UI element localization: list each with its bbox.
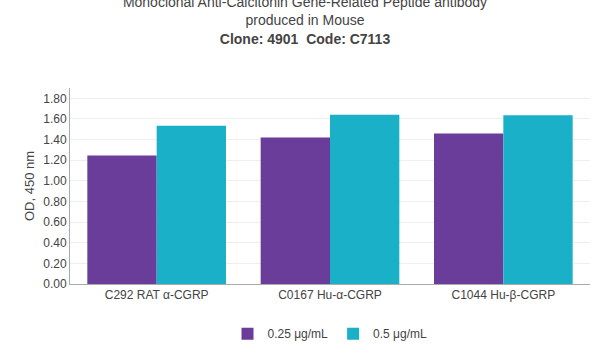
svg-text:0.40: 0.40 [43,236,67,250]
svg-text:1.80: 1.80 [43,92,67,106]
svg-text:0.00: 0.00 [43,277,67,291]
svg-text:1.20: 1.20 [43,153,67,167]
svg-text:0.60: 0.60 [43,215,67,229]
svg-text:C292 RAT α-CGRP: C292 RAT α-CGRP [105,288,209,302]
svg-text:1.60: 1.60 [43,112,67,126]
svg-text:C0167 Hu-α-CGRP: C0167 Hu-α-CGRP [278,288,382,302]
svg-text:Monoclonal Anti-Calcitonin Gen: Monoclonal Anti-Calcitonin Gene-Related … [123,0,487,47]
svg-text:0.80: 0.80 [43,195,67,209]
svg-text:C1044 Hu-β-CGRP: C1044 Hu-β-CGRP [452,288,556,302]
svg-text:0.20: 0.20 [43,257,67,271]
svg-text:1.00: 1.00 [43,174,67,188]
svg-text:1.40: 1.40 [43,133,67,147]
svg-text:OD, 450 nm: OD, 450 nm [22,151,37,221]
svg-text:0.5 μg/mL: 0.5 μg/mL [373,327,427,341]
svg-text:0.25 μg/mL: 0.25 μg/mL [268,327,329,341]
